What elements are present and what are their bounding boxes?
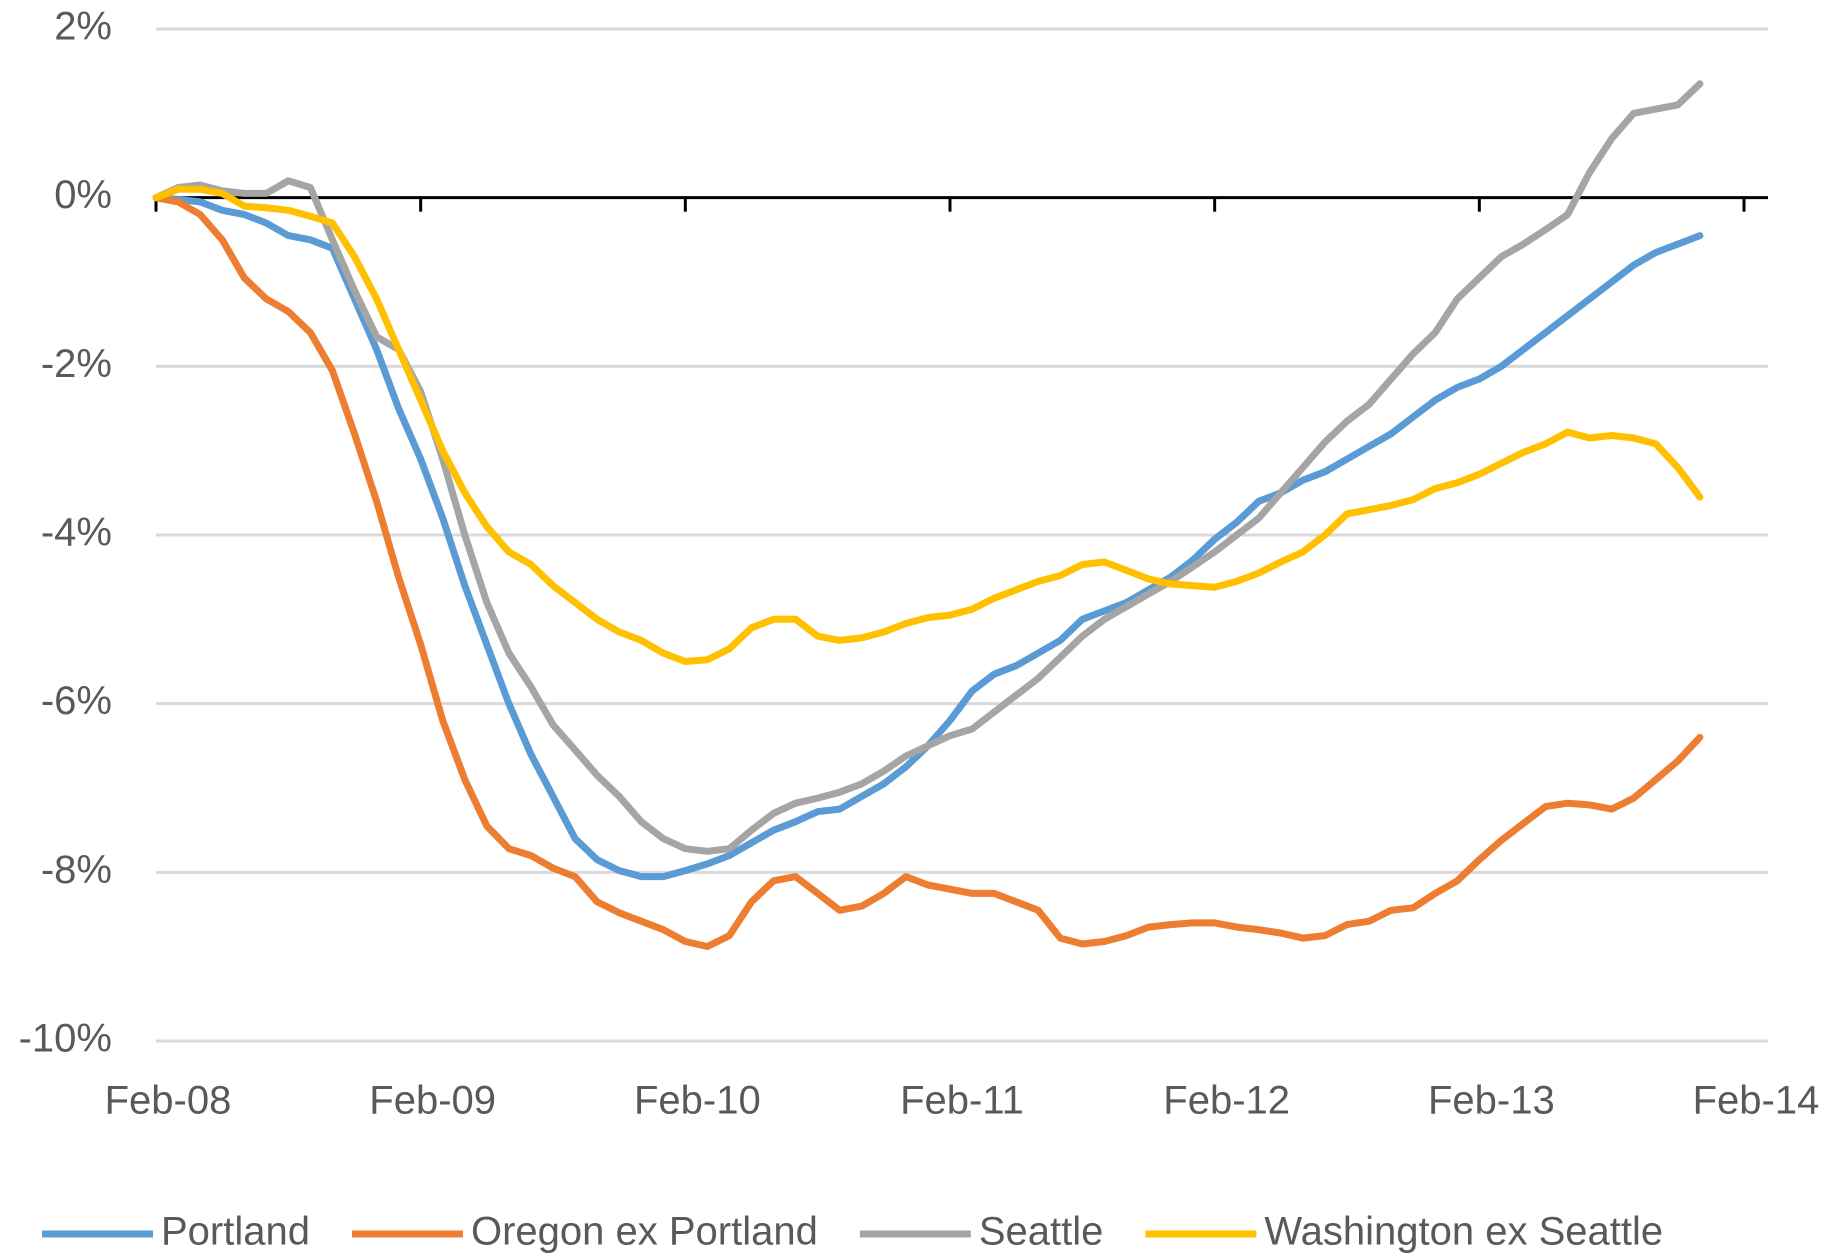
x-tick-label: Feb-13 — [1428, 1079, 1555, 1123]
legend-label: Oregon ex Portland — [471, 1210, 818, 1254]
legend-label: Washington ex Seattle — [1264, 1210, 1663, 1254]
y-tick-label: 2% — [54, 5, 112, 49]
legend-label: Seattle — [979, 1210, 1104, 1254]
series-line — [152, 185, 1704, 665]
legend-label: Portland — [161, 1210, 310, 1254]
y-tick-label: -2% — [41, 342, 112, 386]
y-tick-label: -8% — [41, 848, 112, 892]
y-tick-label: -10% — [19, 1017, 112, 1061]
y-tick-label: 0% — [54, 173, 112, 217]
x-tick-label: Feb-10 — [634, 1079, 761, 1123]
x-tick-label: Feb-12 — [1163, 1079, 1290, 1123]
x-tick-label: Feb-14 — [1693, 1079, 1820, 1123]
series-line — [152, 194, 1704, 950]
x-tick-label: Feb-08 — [105, 1079, 232, 1123]
x-tick-label: Feb-09 — [369, 1079, 496, 1123]
x-tick-label: Feb-11 — [900, 1079, 1024, 1123]
y-tick-label: -6% — [41, 679, 112, 723]
y-tick-label: -4% — [41, 511, 112, 555]
